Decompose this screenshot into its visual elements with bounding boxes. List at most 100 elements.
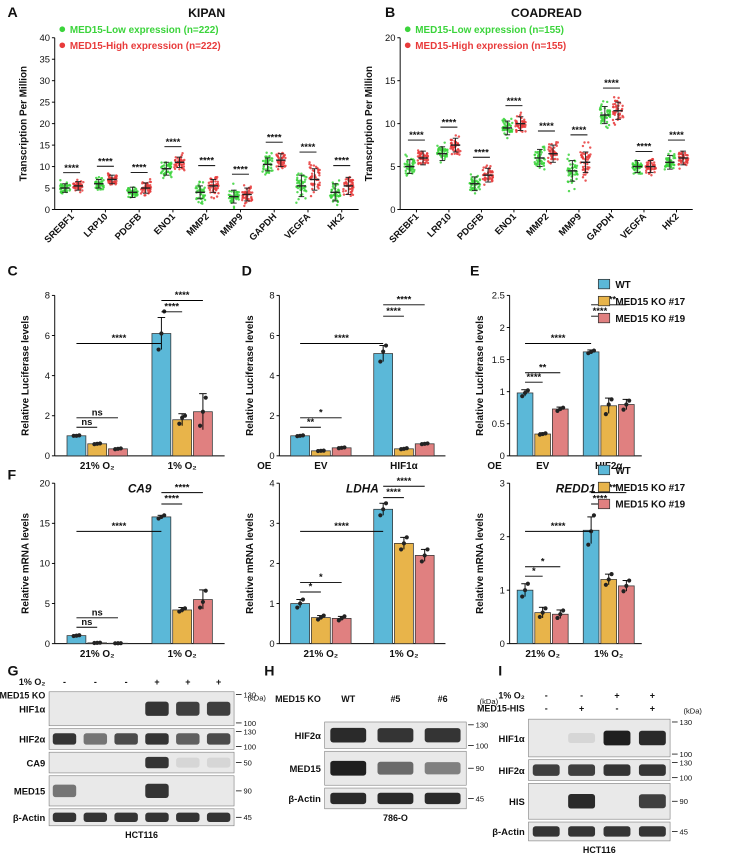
- data-point: [457, 148, 460, 152]
- data-point: [470, 179, 474, 183]
- data-point: [514, 119, 517, 122]
- cell-line-label: HCT116: [125, 830, 158, 840]
- data-point: [209, 186, 212, 189]
- data-point: [297, 197, 300, 201]
- data-point: [350, 190, 353, 194]
- data-point: [167, 162, 170, 166]
- y-tick-label: 4: [269, 370, 274, 381]
- data-point: [685, 163, 688, 167]
- bar: [290, 603, 310, 645]
- x-tick-label: MMP2: [184, 211, 211, 238]
- bar: [600, 579, 617, 645]
- legend-marker-high: [404, 42, 411, 49]
- data-point: [567, 171, 570, 174]
- x-tick-label: GAPDH: [584, 211, 616, 243]
- data-point: [573, 164, 577, 167]
- data-point: [237, 194, 241, 197]
- data-point: [170, 175, 173, 179]
- data-point: [567, 180, 570, 184]
- marker-label: 45: [476, 794, 484, 803]
- data-point: [406, 160, 409, 164]
- data-point: [342, 445, 347, 450]
- x-tick-label: SREBF1: [42, 211, 76, 245]
- x-tick-label: 21% O₂: [304, 649, 339, 660]
- protein-band: [638, 794, 666, 809]
- x-tick-label: EV: [536, 461, 550, 472]
- legend-swatch: [597, 278, 611, 290]
- x-tick-label: 1% O₂: [168, 461, 197, 472]
- data-point: [270, 157, 274, 160]
- data-point: [405, 155, 408, 158]
- data-point: [229, 199, 232, 203]
- data-point: [491, 176, 494, 179]
- data-point: [515, 124, 519, 127]
- data-point: [300, 597, 306, 602]
- protein-band: [638, 764, 666, 776]
- data-point: [646, 167, 650, 171]
- data-point: [613, 99, 617, 103]
- chart-title: REDD1: [556, 483, 596, 496]
- protein-band: [52, 812, 77, 822]
- data-point: [678, 167, 681, 170]
- y-axis-label: Relative Luciferase levels: [475, 315, 486, 436]
- marker-label: 100: [680, 773, 693, 782]
- data-point: [612, 105, 615, 109]
- data-point: [624, 402, 629, 407]
- data-point: [200, 409, 205, 414]
- data-point: [232, 206, 236, 210]
- data-point: [308, 176, 312, 180]
- significance-label: ns: [92, 406, 103, 417]
- y-tick-label: 2: [45, 410, 50, 421]
- blot-strip: [48, 775, 235, 807]
- data-point: [609, 397, 614, 402]
- x-tick-label: 21% O₂: [80, 649, 115, 660]
- bar: [414, 555, 435, 645]
- lane-label: -: [125, 677, 128, 687]
- data-point: [141, 190, 144, 194]
- data-point: [321, 613, 326, 618]
- x-tick-label: 21% O₂: [80, 461, 115, 472]
- data-point: [62, 189, 65, 193]
- lane-label: +: [185, 677, 190, 687]
- data-point: [250, 191, 254, 194]
- protein-band: [176, 757, 200, 768]
- bar-chart-e: 0 0.5 1 1.5 2 2.5 Relative Luciferase levels OE…: [475, 290, 642, 472]
- data-point: [344, 189, 348, 193]
- data-point: [445, 148, 448, 152]
- significance-label: ****: [397, 475, 412, 486]
- y-tick-label: 1: [269, 598, 274, 609]
- data-point: [508, 130, 511, 133]
- data-point: [270, 159, 274, 163]
- data-point: [101, 188, 105, 191]
- protein-band: [568, 793, 596, 809]
- y-tick-label: 20: [40, 118, 50, 129]
- x-prefix-label: OE: [487, 461, 502, 472]
- data-point: [569, 163, 572, 166]
- data-point: [617, 96, 620, 100]
- x-tick-label: PDGFB: [455, 211, 486, 242]
- significance-label: *: [319, 571, 323, 582]
- blot-row-label: HIF2α: [295, 730, 321, 741]
- data-point: [506, 136, 509, 140]
- blot-row-label: CA9: [26, 757, 45, 768]
- y-tick-label: 3: [500, 478, 505, 489]
- data-point: [156, 347, 161, 352]
- panel-letter-i: I: [498, 663, 502, 679]
- data-point: [118, 446, 123, 451]
- data-point: [65, 181, 69, 184]
- x-tick-label: ENO1: [492, 211, 518, 237]
- data-point: [422, 553, 427, 558]
- x-tick-label: 1% O₂: [168, 649, 197, 660]
- marker-label: 50: [243, 758, 251, 767]
- data-point: [478, 178, 482, 181]
- data-point: [178, 168, 181, 171]
- data-point: [579, 151, 582, 154]
- significance-label: ****: [334, 155, 349, 166]
- protein-band: [568, 764, 596, 776]
- data-point: [581, 144, 585, 148]
- data-point: [308, 166, 312, 169]
- data-point: [503, 118, 507, 122]
- data-point: [82, 180, 85, 184]
- protein-band: [176, 812, 200, 822]
- data-point: [216, 186, 219, 190]
